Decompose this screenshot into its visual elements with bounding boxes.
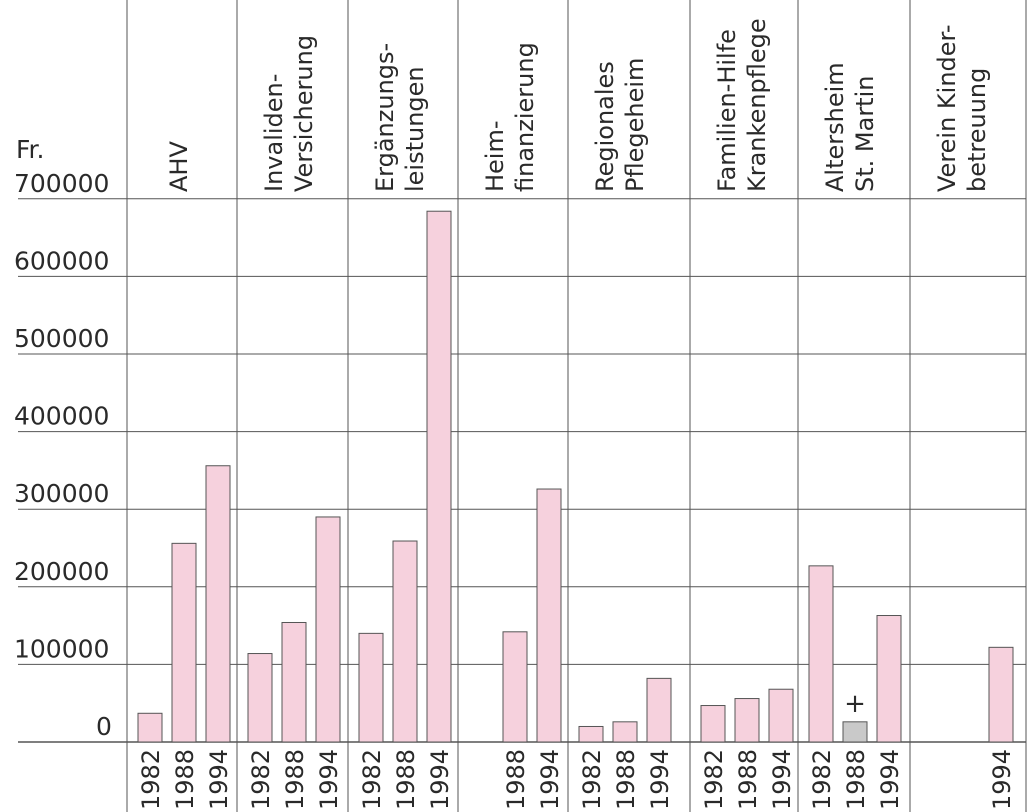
x-tick-label: 1988 xyxy=(392,749,420,810)
category-label: leistungen xyxy=(401,66,429,192)
category-label: betreuung xyxy=(963,68,991,192)
bar xyxy=(171,542,197,743)
category-label: Versicherung xyxy=(290,35,318,192)
x-tick-label: 1994 xyxy=(876,749,904,810)
bar xyxy=(281,621,307,743)
x-tick-label: 1994 xyxy=(426,749,454,810)
y-tick-label: 600000 xyxy=(14,246,109,275)
x-tick-label: 1994 xyxy=(205,749,233,810)
bar xyxy=(808,565,834,743)
category-label: Altersheim xyxy=(821,62,849,192)
x-tick-label: 1988 xyxy=(171,749,199,810)
category-label: Krankenpflege xyxy=(743,18,771,192)
y-tick-label: 700000 xyxy=(14,169,109,198)
bar xyxy=(876,615,902,743)
y-tick-label: 500000 xyxy=(14,324,109,353)
x-tick-label: 1988 xyxy=(842,749,870,810)
bar xyxy=(315,516,341,743)
bar xyxy=(578,725,604,743)
bar xyxy=(392,540,418,743)
bar xyxy=(247,653,273,743)
category-label: Invaliden- xyxy=(260,74,288,192)
bar xyxy=(734,698,760,743)
x-tick-label: 1982 xyxy=(247,749,275,810)
category-label: AHV xyxy=(165,141,193,192)
bar xyxy=(502,631,528,743)
x-tick-label: 1982 xyxy=(578,749,606,810)
x-tick-label: 1982 xyxy=(137,749,165,810)
y-tick-label: 0 xyxy=(96,712,112,741)
x-tick-label: 1994 xyxy=(646,749,674,810)
y-tick-label: 400000 xyxy=(14,402,109,431)
category-label: Pflegeheim xyxy=(621,58,649,192)
category-label: Familien-Hilfe xyxy=(713,29,741,192)
bar xyxy=(536,488,562,743)
bar xyxy=(646,677,672,743)
x-tick-label: 1994 xyxy=(768,749,796,810)
bar xyxy=(768,688,794,743)
category-label: St. Martin xyxy=(851,76,879,192)
y-axis-unit: Fr. xyxy=(16,135,45,164)
x-tick-label: 1982 xyxy=(358,749,386,810)
x-tick-label: 1982 xyxy=(808,749,836,810)
bar xyxy=(426,210,452,743)
bar-marker: + xyxy=(844,689,866,719)
category-label: Verein Kinder- xyxy=(933,24,961,192)
category-label: Ergänzungs- xyxy=(371,43,399,192)
bar xyxy=(612,721,638,743)
y-tick-label: 200000 xyxy=(14,557,109,586)
x-tick-label: 1988 xyxy=(281,749,309,810)
x-tick-label: 1988 xyxy=(612,749,640,810)
bar xyxy=(205,465,231,743)
bar xyxy=(842,721,868,743)
bar xyxy=(137,712,163,743)
y-tick-label: 300000 xyxy=(14,479,109,508)
bar xyxy=(700,705,726,743)
x-tick-label: 1982 xyxy=(700,749,728,810)
x-tick-label: 1994 xyxy=(988,749,1016,810)
category-label: Regionales xyxy=(591,61,619,192)
category-label: Heim- xyxy=(481,120,509,192)
bar xyxy=(988,646,1014,743)
x-tick-label: 1988 xyxy=(502,749,530,810)
category-label: finanzierung xyxy=(511,42,539,192)
x-tick-label: 1994 xyxy=(315,749,343,810)
bar xyxy=(358,632,384,743)
x-tick-label: 1988 xyxy=(734,749,762,810)
x-tick-label: 1994 xyxy=(536,749,564,810)
y-tick-label: 100000 xyxy=(14,634,109,663)
